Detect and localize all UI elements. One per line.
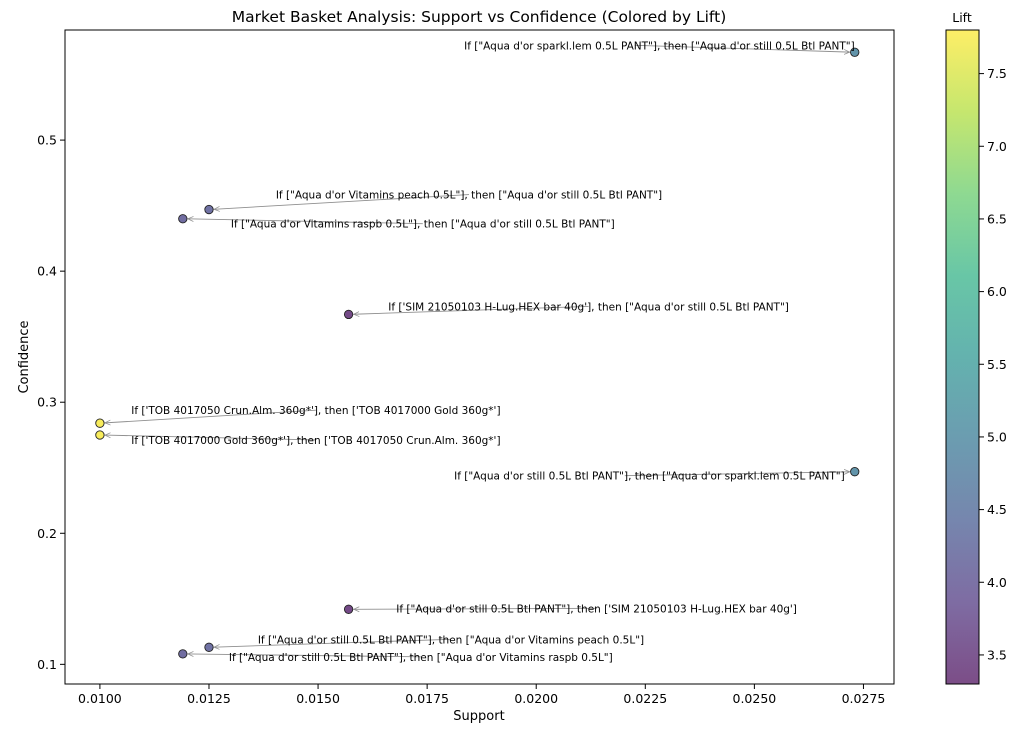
colorbar-tick-label: 4.0 xyxy=(987,575,1007,590)
data-point xyxy=(343,309,354,320)
annotation-arrow xyxy=(214,638,451,647)
data-point xyxy=(850,467,860,477)
annotation-labels: If ["Aqua d'or sparkl.lem 0.5L PANT"], t… xyxy=(131,40,854,664)
data-point xyxy=(204,642,214,652)
data-point xyxy=(178,214,188,224)
annotation-label: If ["Aqua d'or Vitamins peach 0.5L"], th… xyxy=(276,190,662,202)
annotation-label: If ['TOB 4017000 Gold 360g*'], then ['TO… xyxy=(131,435,500,447)
annotation-arrow xyxy=(354,305,589,314)
annotation-label: If ["Aqua d'or still 0.5L Btl PANT"], th… xyxy=(396,603,797,615)
annotation-arrow xyxy=(354,608,597,609)
annotation-arrow xyxy=(214,194,470,210)
data-point xyxy=(95,418,105,428)
annotation-label: If ["Aqua d'or Vitamins raspb 0.5L"], th… xyxy=(231,219,615,231)
annotation-label: If ['SIM 21050103 H-Lug.HEX bar 40g'], t… xyxy=(388,301,789,313)
x-tick-label: 0.0200 xyxy=(514,691,558,706)
colorbar-tick-label: 6.0 xyxy=(987,284,1007,299)
annotation-arrow xyxy=(188,654,421,658)
x-tick-label: 0.0275 xyxy=(842,691,886,706)
y-axis-label: Confidence xyxy=(17,320,32,393)
colorbar-tick-label: 3.5 xyxy=(987,647,1007,662)
annotation-label: If ["Aqua d'or sparkl.lem 0.5L PANT"], t… xyxy=(464,40,855,52)
annotation-label: If ["Aqua d'or still 0.5L Btl PANT"], th… xyxy=(229,652,613,664)
colorbar-tick-label: 6.5 xyxy=(987,211,1007,226)
x-axis: 0.0100 0.0125 0.0150 0.0175 0.0200 0.0225 0.02… xyxy=(78,684,885,706)
data-point xyxy=(204,204,214,215)
colorbar-tick-label: 5.0 xyxy=(987,429,1007,444)
x-tick-label: 0.0100 xyxy=(78,691,122,706)
annotation-label: If ["Aqua d'or still 0.5L Btl PANT"], th… xyxy=(454,471,845,483)
x-tick-label: 0.0150 xyxy=(296,691,340,706)
colorbar: Lift 3.5 4.0 4.5 5.0 5.5 6.0 6.5 7.0 7.5 xyxy=(945,10,1007,685)
plot-area: If ["Aqua d'or sparkl.lem 0.5L PANT"], t… xyxy=(64,29,895,685)
y-tick-label: 0.2 xyxy=(37,526,57,541)
colorbar-ticks: 3.5 4.0 4.5 5.0 5.5 6.0 6.5 7.0 7.5 xyxy=(979,66,1007,662)
annotation-label: If ['TOB 4017050 Crun.Alm. 360g*'], then… xyxy=(131,405,500,417)
colorbar-label: Lift xyxy=(952,10,972,25)
plot-frame xyxy=(64,29,895,685)
annotation-label: If ["Aqua d'or still 0.5L Btl PANT"], th… xyxy=(258,634,644,646)
annotation-arrow xyxy=(105,409,316,423)
data-point xyxy=(343,604,354,614)
colorbar-tick-label: 7.0 xyxy=(987,139,1007,154)
annotation-arrows xyxy=(105,44,850,658)
y-tick-label: 0.3 xyxy=(37,395,57,410)
data-point xyxy=(95,430,105,440)
colorbar-tick-label: 7.5 xyxy=(987,66,1007,81)
annotation-arrow xyxy=(624,472,850,477)
colorbar-gradient xyxy=(946,30,979,684)
x-axis-label: Support xyxy=(453,709,504,724)
y-tick-label: 0.4 xyxy=(37,264,57,279)
colorbar-tick-label: 4.5 xyxy=(987,502,1007,517)
data-point xyxy=(178,649,188,659)
annotation-arrow xyxy=(634,44,850,52)
data-points xyxy=(95,47,860,659)
x-tick-label: 0.0225 xyxy=(623,691,667,706)
chart-title: Market Basket Analysis: Support vs Confi… xyxy=(232,8,727,26)
y-tick-label: 0.1 xyxy=(37,657,57,672)
annotation-arrow xyxy=(105,435,316,441)
x-tick-label: 0.0175 xyxy=(405,691,449,706)
colorbar-frame xyxy=(945,29,980,685)
x-tick-label: 0.0250 xyxy=(733,691,777,706)
annotation-arrow xyxy=(188,219,423,225)
y-tick-label: 0.5 xyxy=(37,133,57,148)
data-point xyxy=(850,47,860,57)
colorbar-tick-label: 5.5 xyxy=(987,357,1007,372)
x-tick-label: 0.0125 xyxy=(187,691,231,706)
y-axis: 0.1 0.2 0.3 0.4 0.5 xyxy=(37,133,65,672)
